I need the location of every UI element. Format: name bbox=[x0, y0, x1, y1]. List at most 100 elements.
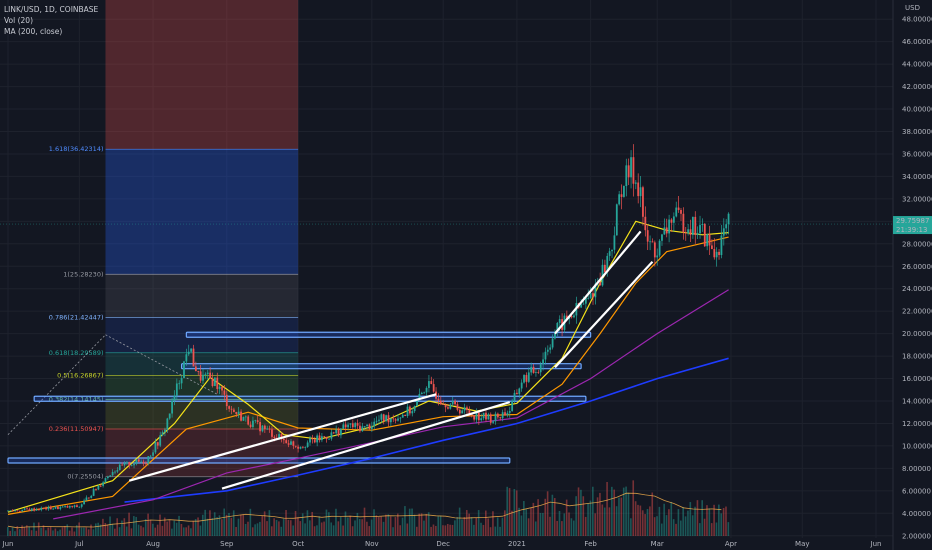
volume-bar bbox=[320, 522, 323, 536]
volume-bar bbox=[102, 518, 104, 536]
volume-bar bbox=[549, 516, 551, 536]
volume-bar bbox=[26, 525, 28, 536]
volume-bar bbox=[413, 514, 416, 536]
candle-body bbox=[606, 255, 609, 273]
candle-body bbox=[428, 381, 430, 388]
candle-body bbox=[14, 510, 17, 512]
fib-level-label: 0.236(11.50947) bbox=[49, 425, 104, 433]
candle-body bbox=[408, 406, 411, 414]
ma-indicator-label[interactable]: MA (200, close) bbox=[4, 27, 63, 36]
candle-body bbox=[516, 392, 518, 395]
volume-bar bbox=[78, 522, 80, 536]
candle-body bbox=[356, 423, 359, 426]
candle-body bbox=[7, 510, 9, 512]
fib-zone bbox=[105, 317, 299, 353]
candle-body bbox=[166, 418, 169, 430]
volume-bar bbox=[30, 530, 33, 536]
candle-body bbox=[454, 400, 456, 405]
volume-bar bbox=[653, 517, 656, 536]
volume-bar bbox=[171, 528, 173, 536]
volume-bar bbox=[237, 518, 240, 536]
y-tick-label: 20.00000 bbox=[902, 330, 932, 338]
volume-bar bbox=[342, 525, 344, 536]
candle-body bbox=[594, 283, 597, 298]
candle-body bbox=[278, 434, 281, 439]
volume-bar bbox=[256, 523, 259, 536]
candle-body bbox=[156, 442, 159, 446]
volume-bar bbox=[492, 511, 494, 536]
volume-bar bbox=[347, 517, 349, 536]
volume-bar bbox=[435, 525, 437, 536]
volume-bar bbox=[687, 510, 689, 536]
volume-bar bbox=[114, 528, 116, 536]
volume-bar bbox=[156, 524, 159, 536]
candle-body bbox=[116, 470, 119, 472]
volume-bar bbox=[446, 523, 449, 536]
candle-body bbox=[727, 213, 730, 225]
candle-body bbox=[413, 406, 416, 412]
volume-bar bbox=[649, 506, 651, 536]
volume-bar bbox=[496, 517, 499, 536]
candle-body bbox=[104, 478, 107, 483]
candle-body bbox=[523, 375, 525, 383]
volume-bar bbox=[665, 515, 668, 536]
candle-body bbox=[294, 445, 297, 447]
candle-body bbox=[140, 461, 143, 463]
volume-bar bbox=[537, 499, 539, 536]
volume-bar bbox=[473, 524, 475, 536]
candle-body bbox=[718, 251, 720, 256]
volume-bar bbox=[254, 524, 256, 536]
symbol-label[interactable]: LINK/USD, 1D, COINBASE bbox=[4, 5, 99, 14]
candle-body bbox=[18, 511, 21, 512]
candle-body bbox=[114, 471, 116, 473]
candle-body bbox=[247, 416, 250, 425]
volume-bar bbox=[589, 500, 592, 536]
volume-bar bbox=[301, 513, 304, 536]
volume-bar bbox=[35, 530, 38, 536]
fib-level-label: 0.786(21.42447) bbox=[49, 314, 104, 322]
candle-body bbox=[489, 414, 492, 423]
volume-bar bbox=[328, 512, 330, 536]
volume-bar bbox=[180, 523, 183, 536]
volume-indicator-label[interactable]: Vol (20) bbox=[4, 16, 34, 25]
volume-bar bbox=[68, 530, 71, 536]
volume-bar bbox=[494, 526, 497, 536]
volume-bar bbox=[244, 523, 247, 536]
moving-average-line bbox=[53, 289, 729, 520]
y-tick-label: 48.00000 bbox=[902, 16, 932, 24]
candle-body bbox=[359, 425, 361, 432]
volume-bar bbox=[703, 518, 706, 536]
y-tick-label: 18.00000 bbox=[902, 353, 932, 361]
candle-body bbox=[584, 298, 587, 304]
candle-body bbox=[556, 322, 559, 332]
volume-bar bbox=[90, 524, 92, 536]
candle-body bbox=[535, 372, 537, 373]
volume-bar bbox=[501, 517, 504, 536]
candle-body bbox=[461, 410, 464, 414]
volume-bar bbox=[458, 507, 461, 536]
volume-bar bbox=[213, 512, 216, 536]
candle-body bbox=[713, 248, 716, 258]
x-tick-label: Apr bbox=[725, 540, 737, 548]
candle-body bbox=[187, 351, 190, 355]
candle-body bbox=[321, 436, 323, 441]
candle-body bbox=[123, 463, 126, 466]
candle-body bbox=[520, 382, 523, 389]
candle-body bbox=[304, 447, 307, 448]
candle-body bbox=[52, 508, 55, 510]
candle-body bbox=[263, 425, 266, 429]
volume-bar bbox=[672, 519, 675, 536]
candle-body bbox=[256, 420, 259, 423]
volume-bar bbox=[144, 519, 147, 536]
volume-bar bbox=[282, 518, 285, 536]
y-tick-label: 46.00000 bbox=[902, 38, 932, 46]
volume-bar bbox=[278, 521, 280, 536]
candle-body bbox=[592, 293, 594, 298]
candle-body bbox=[570, 316, 573, 318]
candle-body bbox=[287, 443, 290, 445]
volume-bar bbox=[11, 527, 14, 536]
candle-body bbox=[399, 417, 402, 419]
candle-body bbox=[582, 303, 585, 305]
support-resistance-level bbox=[7, 457, 511, 464]
